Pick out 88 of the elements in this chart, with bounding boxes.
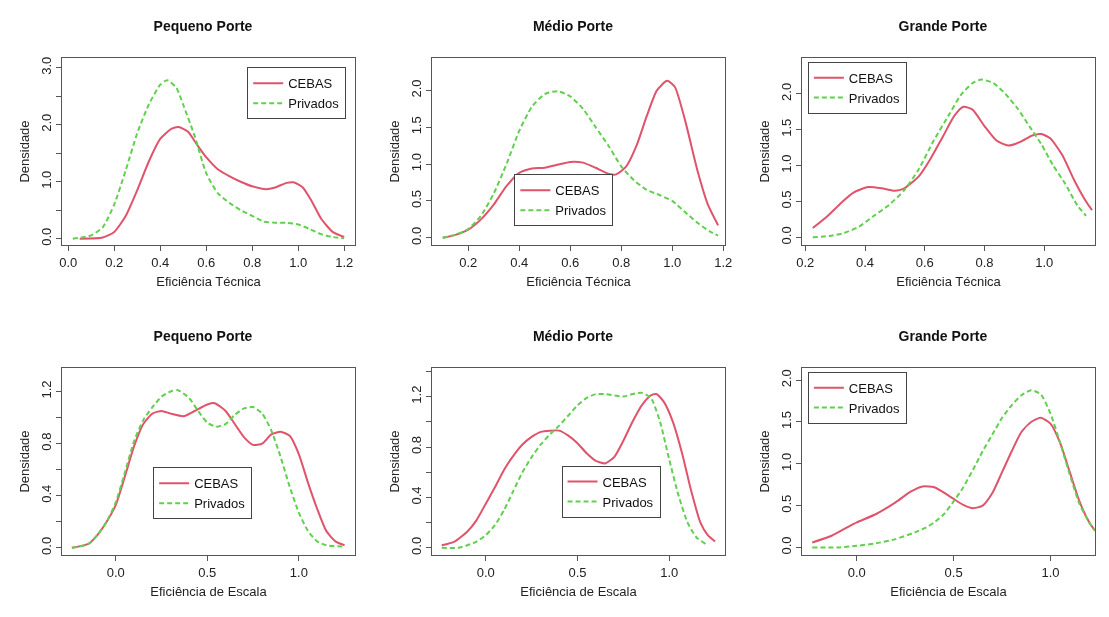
y-tick-label: 0.4 — [38, 484, 54, 503]
y-tick-label: 1.2 — [408, 385, 424, 404]
legend-label: Privados — [848, 90, 900, 106]
y-tick-label: 1.5 — [778, 410, 794, 430]
legend-label: Privados — [194, 496, 246, 512]
y-axis-title: Densidade — [16, 430, 32, 493]
y-tick-label: 0.8 — [38, 432, 54, 451]
y-tick-label: 0.0 — [778, 226, 794, 245]
x-axis-title: Eficiência de Escala — [890, 584, 1008, 600]
chart-title: Pequeno Porte — [153, 328, 253, 345]
x-axis-title: Eficiência de Escala — [520, 584, 638, 600]
legend-label: Privados — [848, 400, 900, 416]
legend-label: Privados — [555, 203, 607, 219]
x-tick-label: 1.2 — [714, 254, 733, 270]
line-series — [78, 125, 346, 240]
x-tick-label: 0.4 — [151, 254, 170, 270]
line-series — [71, 79, 346, 240]
x-tick-label: 1.0 — [663, 254, 682, 270]
y-axis-title: Densidade — [386, 430, 402, 493]
y-tick-label: 0.5 — [408, 189, 424, 209]
legend-label: CEBAS — [848, 380, 894, 396]
x-tick-label: 0.4 — [510, 254, 529, 270]
x-tick-label: 0.6 — [197, 254, 216, 270]
legend-label: CEBAS — [848, 70, 894, 86]
y-tick-label: 1.0 — [38, 170, 54, 189]
x-tick-label: 0.0 — [59, 254, 78, 270]
x-tick-label: 0.5 — [944, 564, 963, 580]
y-tick-label: 1.2 — [38, 380, 54, 399]
y-tick-label: 1.0 — [408, 153, 424, 172]
x-tick-label: 0.2 — [459, 254, 478, 270]
y-tick-label: 1.0 — [778, 452, 794, 471]
x-axis-title: Eficiência de Escala — [150, 584, 268, 600]
y-tick-label: 0.4 — [408, 486, 424, 505]
y-tick-label: 2.0 — [778, 369, 794, 388]
chart-title: Pequeno Porte — [153, 18, 253, 35]
x-tick-label: 1.2 — [335, 254, 354, 270]
y-tick-label: 0.0 — [38, 227, 54, 246]
x-tick-label: 1.0 — [660, 564, 679, 580]
legend-label: Privados — [288, 96, 340, 112]
y-tick-label: 1.0 — [778, 154, 794, 173]
y-tick-label: 0.0 — [408, 536, 424, 555]
chart-title: Médio Porte — [532, 328, 614, 345]
chart-title: Grande Porte — [898, 328, 988, 345]
x-tick-label: 0.8 — [612, 254, 631, 270]
y-tick-label: 0.5 — [778, 494, 794, 513]
y-axis-title: Densidade — [756, 120, 772, 183]
y-tick-label: 1.5 — [408, 116, 424, 135]
legend-label: CEBAS — [555, 183, 600, 199]
chart-title: Médio Porte — [532, 18, 614, 35]
legend-label: CEBAS — [602, 474, 647, 490]
line-series — [811, 105, 1094, 229]
y-axis-title: Densidade — [756, 430, 772, 493]
line-series — [811, 416, 1095, 544]
y-tick-label: 0.8 — [408, 436, 424, 455]
y-tick-label: 2.0 — [778, 82, 794, 101]
x-axis-title: Eficiência Técnica — [526, 274, 632, 290]
y-tick-label: 0.0 — [38, 536, 54, 555]
y-tick-label: 3.0 — [38, 56, 54, 75]
x-axis-title: Eficiência Técnica — [156, 274, 262, 290]
x-tick-label: 0.0 — [476, 564, 495, 580]
x-tick-label: 1.0 — [1041, 564, 1060, 580]
x-tick-label: 0.8 — [243, 254, 262, 270]
y-tick-label: 0.0 — [778, 536, 794, 555]
x-tick-label: 0.8 — [975, 254, 994, 270]
x-tick-label: 0.5 — [568, 564, 587, 580]
x-tick-label: 0.2 — [105, 254, 124, 270]
x-tick-label: 1.0 — [289, 564, 308, 580]
x-tick-label: 0.0 — [847, 564, 866, 580]
x-tick-label: 0.2 — [796, 254, 815, 270]
legend-label: CEBAS — [194, 476, 239, 492]
y-axis-title: Densidade — [16, 120, 32, 183]
chart-title: Grande Porte — [898, 18, 988, 35]
x-tick-label: 1.0 — [1035, 254, 1054, 270]
legend-label: CEBAS — [288, 76, 333, 92]
x-axis-title: Eficiência Técnica — [896, 274, 1002, 290]
x-tick-label: 0.4 — [855, 254, 875, 270]
x-tick-label: 0.6 — [915, 254, 934, 270]
y-tick-label: 1.5 — [778, 118, 794, 137]
y-tick-label: 0.5 — [778, 190, 794, 209]
x-tick-label: 0.0 — [106, 564, 125, 580]
y-tick-label: 2.0 — [38, 113, 54, 132]
x-tick-label: 0.5 — [198, 564, 217, 580]
x-tick-label: 1.0 — [289, 254, 308, 270]
y-tick-label: 2.0 — [408, 79, 424, 98]
x-tick-label: 0.6 — [561, 254, 580, 270]
y-axis-title: Densidade — [386, 120, 402, 183]
y-tick-label: 0.0 — [408, 226, 424, 245]
legend-label: Privados — [602, 494, 654, 510]
